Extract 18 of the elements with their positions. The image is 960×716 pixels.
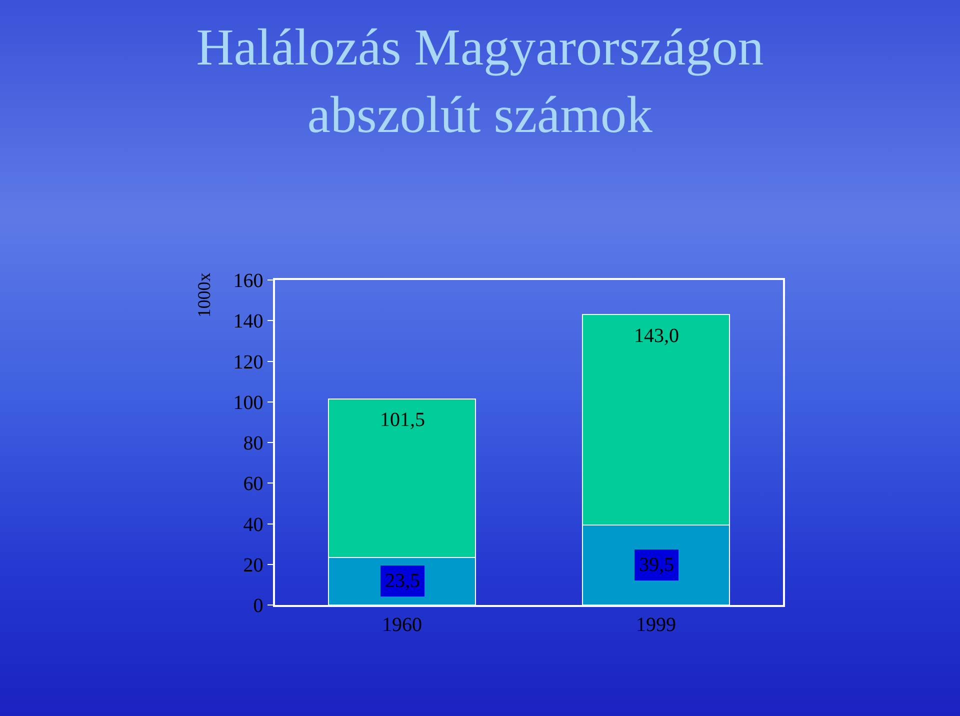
- data-label: 23,5: [385, 570, 420, 592]
- y-tick-label: 100: [233, 392, 264, 414]
- y-tick-label: 0: [253, 595, 264, 617]
- x-tick-label: 1999: [636, 614, 676, 636]
- y-tick-label: 80: [243, 432, 264, 454]
- y-tick-label: 40: [243, 514, 264, 536]
- y-tick-label: 140: [233, 310, 264, 333]
- data-label: 39,5: [639, 554, 674, 576]
- total-label: 143,0: [634, 325, 679, 347]
- y-tick-label: 60: [243, 473, 264, 496]
- y-tick-label: 160: [233, 270, 264, 292]
- y-tick-label: 120: [233, 351, 264, 374]
- y-tick-label: 20: [243, 554, 264, 576]
- chart-title: Halálozás Magyarországon: [196, 19, 764, 76]
- x-tick-label: 1960: [382, 614, 422, 636]
- chart-subtitle: abszolút számok: [307, 87, 653, 144]
- y-axis-title: 1000x: [194, 272, 214, 318]
- total-label: 101,5: [380, 409, 425, 431]
